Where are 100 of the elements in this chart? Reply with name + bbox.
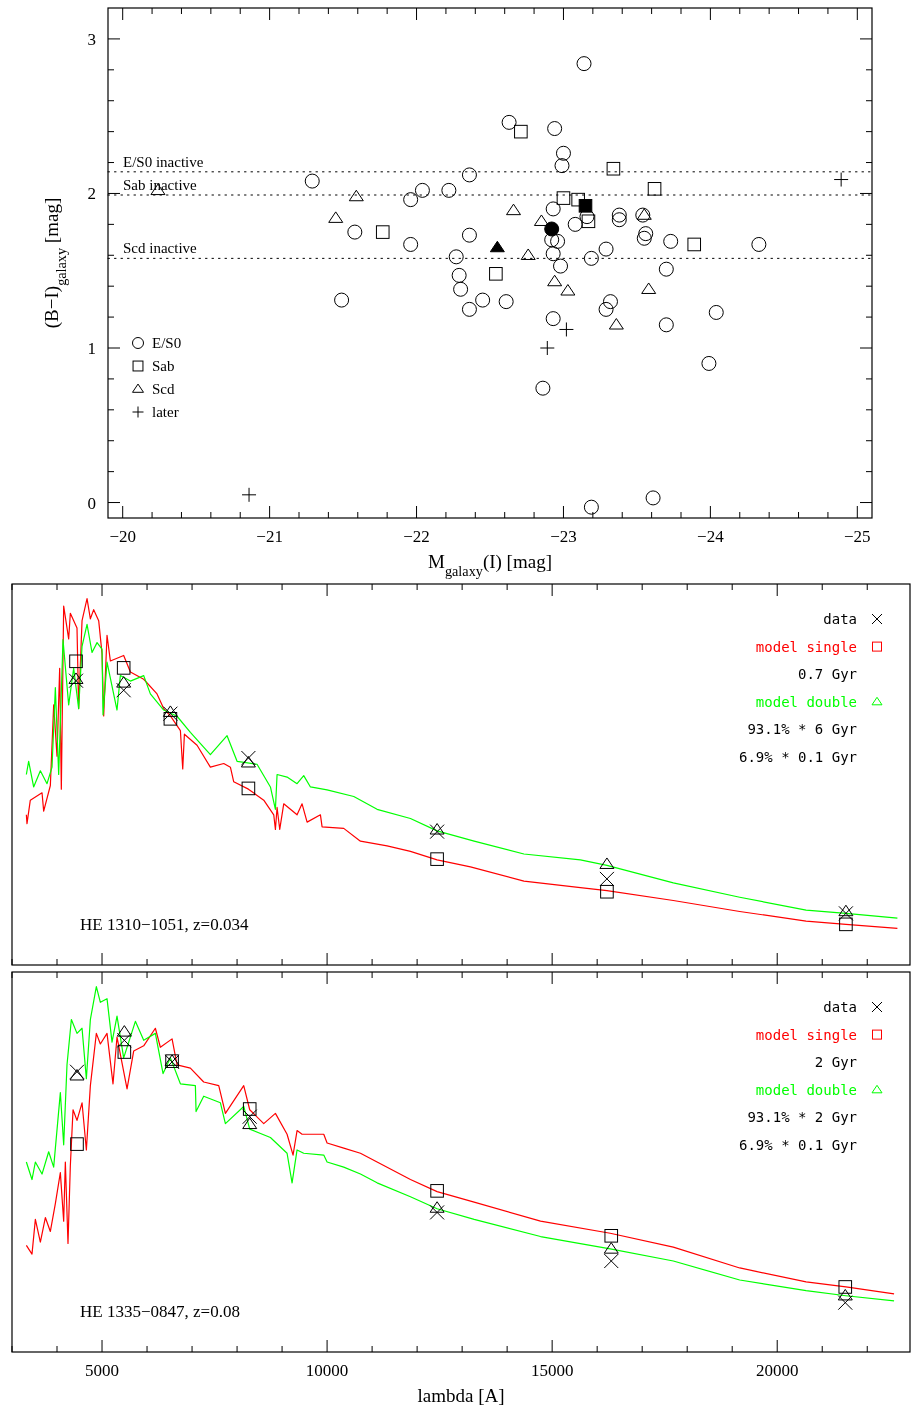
point: [489, 240, 505, 253]
point: [556, 191, 571, 205]
point: [687, 237, 702, 252]
point: [547, 274, 563, 287]
legend-label: E/S0: [152, 335, 182, 351]
point: [658, 261, 674, 277]
point: [611, 212, 627, 228]
annotation: 6.9% * 0.1 Gyr: [738, 749, 857, 765]
point: [547, 121, 563, 137]
point: [606, 161, 621, 176]
point: [839, 917, 853, 932]
legend-label: Sab: [152, 358, 175, 374]
point: [701, 355, 717, 371]
point: [544, 232, 560, 248]
point: [162, 706, 178, 722]
point: [116, 1025, 132, 1037]
x-tick-label: −24: [697, 527, 725, 546]
legend-label: data: [823, 999, 857, 1015]
point: [375, 225, 390, 239]
point: [837, 1295, 853, 1311]
point: [414, 182, 430, 198]
text: HE 1335−0847, z=0.08: [80, 1302, 240, 1321]
x-tick-label: −25: [844, 527, 871, 546]
point: [545, 201, 561, 217]
x-tick-label: 5000: [85, 1361, 120, 1380]
y-tick-label: 2: [87, 184, 96, 204]
point: [240, 755, 256, 768]
annotation: 0.7 Gyr: [797, 666, 857, 683]
point: [429, 1204, 445, 1220]
x-tick-label: 10000: [305, 1361, 349, 1380]
point: [838, 904, 854, 917]
point: [535, 380, 551, 396]
point: [116, 676, 132, 688]
point: [448, 249, 464, 265]
point: [430, 1184, 444, 1198]
legend-label: data: [823, 611, 857, 627]
point: [429, 1201, 445, 1213]
point: [348, 189, 364, 202]
x-tick-label: 15000: [530, 1361, 574, 1380]
x-axis-title: lambda [A]: [417, 1385, 505, 1406]
point: [461, 227, 477, 243]
x-axis-title: M$_{galaxy}$(I) [mag]: [428, 551, 552, 579]
point: [403, 192, 419, 208]
point: [501, 114, 517, 130]
point: [645, 490, 661, 506]
annotation: 93.1% * 6 Gyr: [747, 721, 857, 738]
point: [475, 292, 491, 308]
y-tick-label: 0: [87, 493, 96, 513]
legend-label: model single: [755, 638, 857, 655]
point: [506, 203, 522, 216]
point: [68, 673, 84, 689]
point: [837, 1288, 853, 1301]
point: [429, 824, 445, 840]
point: [576, 56, 592, 72]
x-tick-label: −21: [256, 527, 283, 546]
point: [430, 852, 444, 866]
point: [514, 124, 528, 139]
point: [162, 705, 178, 717]
point: [241, 781, 256, 796]
point: [453, 281, 469, 297]
point: [583, 499, 599, 515]
annotation: 2 Gyr: [814, 1054, 857, 1071]
point: [304, 173, 320, 189]
annotation: 93.1% * 2 Gyr: [747, 1109, 857, 1126]
point: [461, 167, 477, 183]
point: [70, 1137, 84, 1151]
point: [429, 823, 445, 835]
point: [598, 301, 614, 317]
point: [116, 661, 131, 675]
point: [69, 1068, 85, 1081]
point: [838, 1280, 853, 1294]
point: [658, 317, 674, 333]
point: [347, 224, 363, 240]
point: [708, 304, 724, 320]
point: [636, 230, 652, 246]
point: [539, 340, 555, 356]
point: [241, 487, 257, 503]
point: [242, 1102, 257, 1116]
point: [598, 241, 614, 257]
point: [116, 682, 132, 698]
point: [638, 226, 654, 242]
text: HE 1310−1051, z=0.034: [80, 915, 249, 934]
point: [489, 267, 503, 281]
point: [451, 267, 467, 283]
x-tick-label: −23: [550, 527, 577, 546]
point: [545, 246, 561, 262]
legend-label: model double: [755, 693, 857, 710]
point: [567, 216, 583, 232]
point: [641, 282, 657, 294]
point: [334, 292, 350, 308]
point: [554, 158, 570, 174]
point: [163, 712, 178, 726]
point: [240, 750, 256, 766]
ref-line-label: Scd inactive: [123, 240, 198, 257]
point: [242, 1117, 258, 1130]
point: [838, 905, 854, 921]
point: [599, 857, 615, 869]
legend-label: later: [152, 404, 179, 420]
point: [663, 233, 679, 249]
point: [583, 250, 599, 266]
